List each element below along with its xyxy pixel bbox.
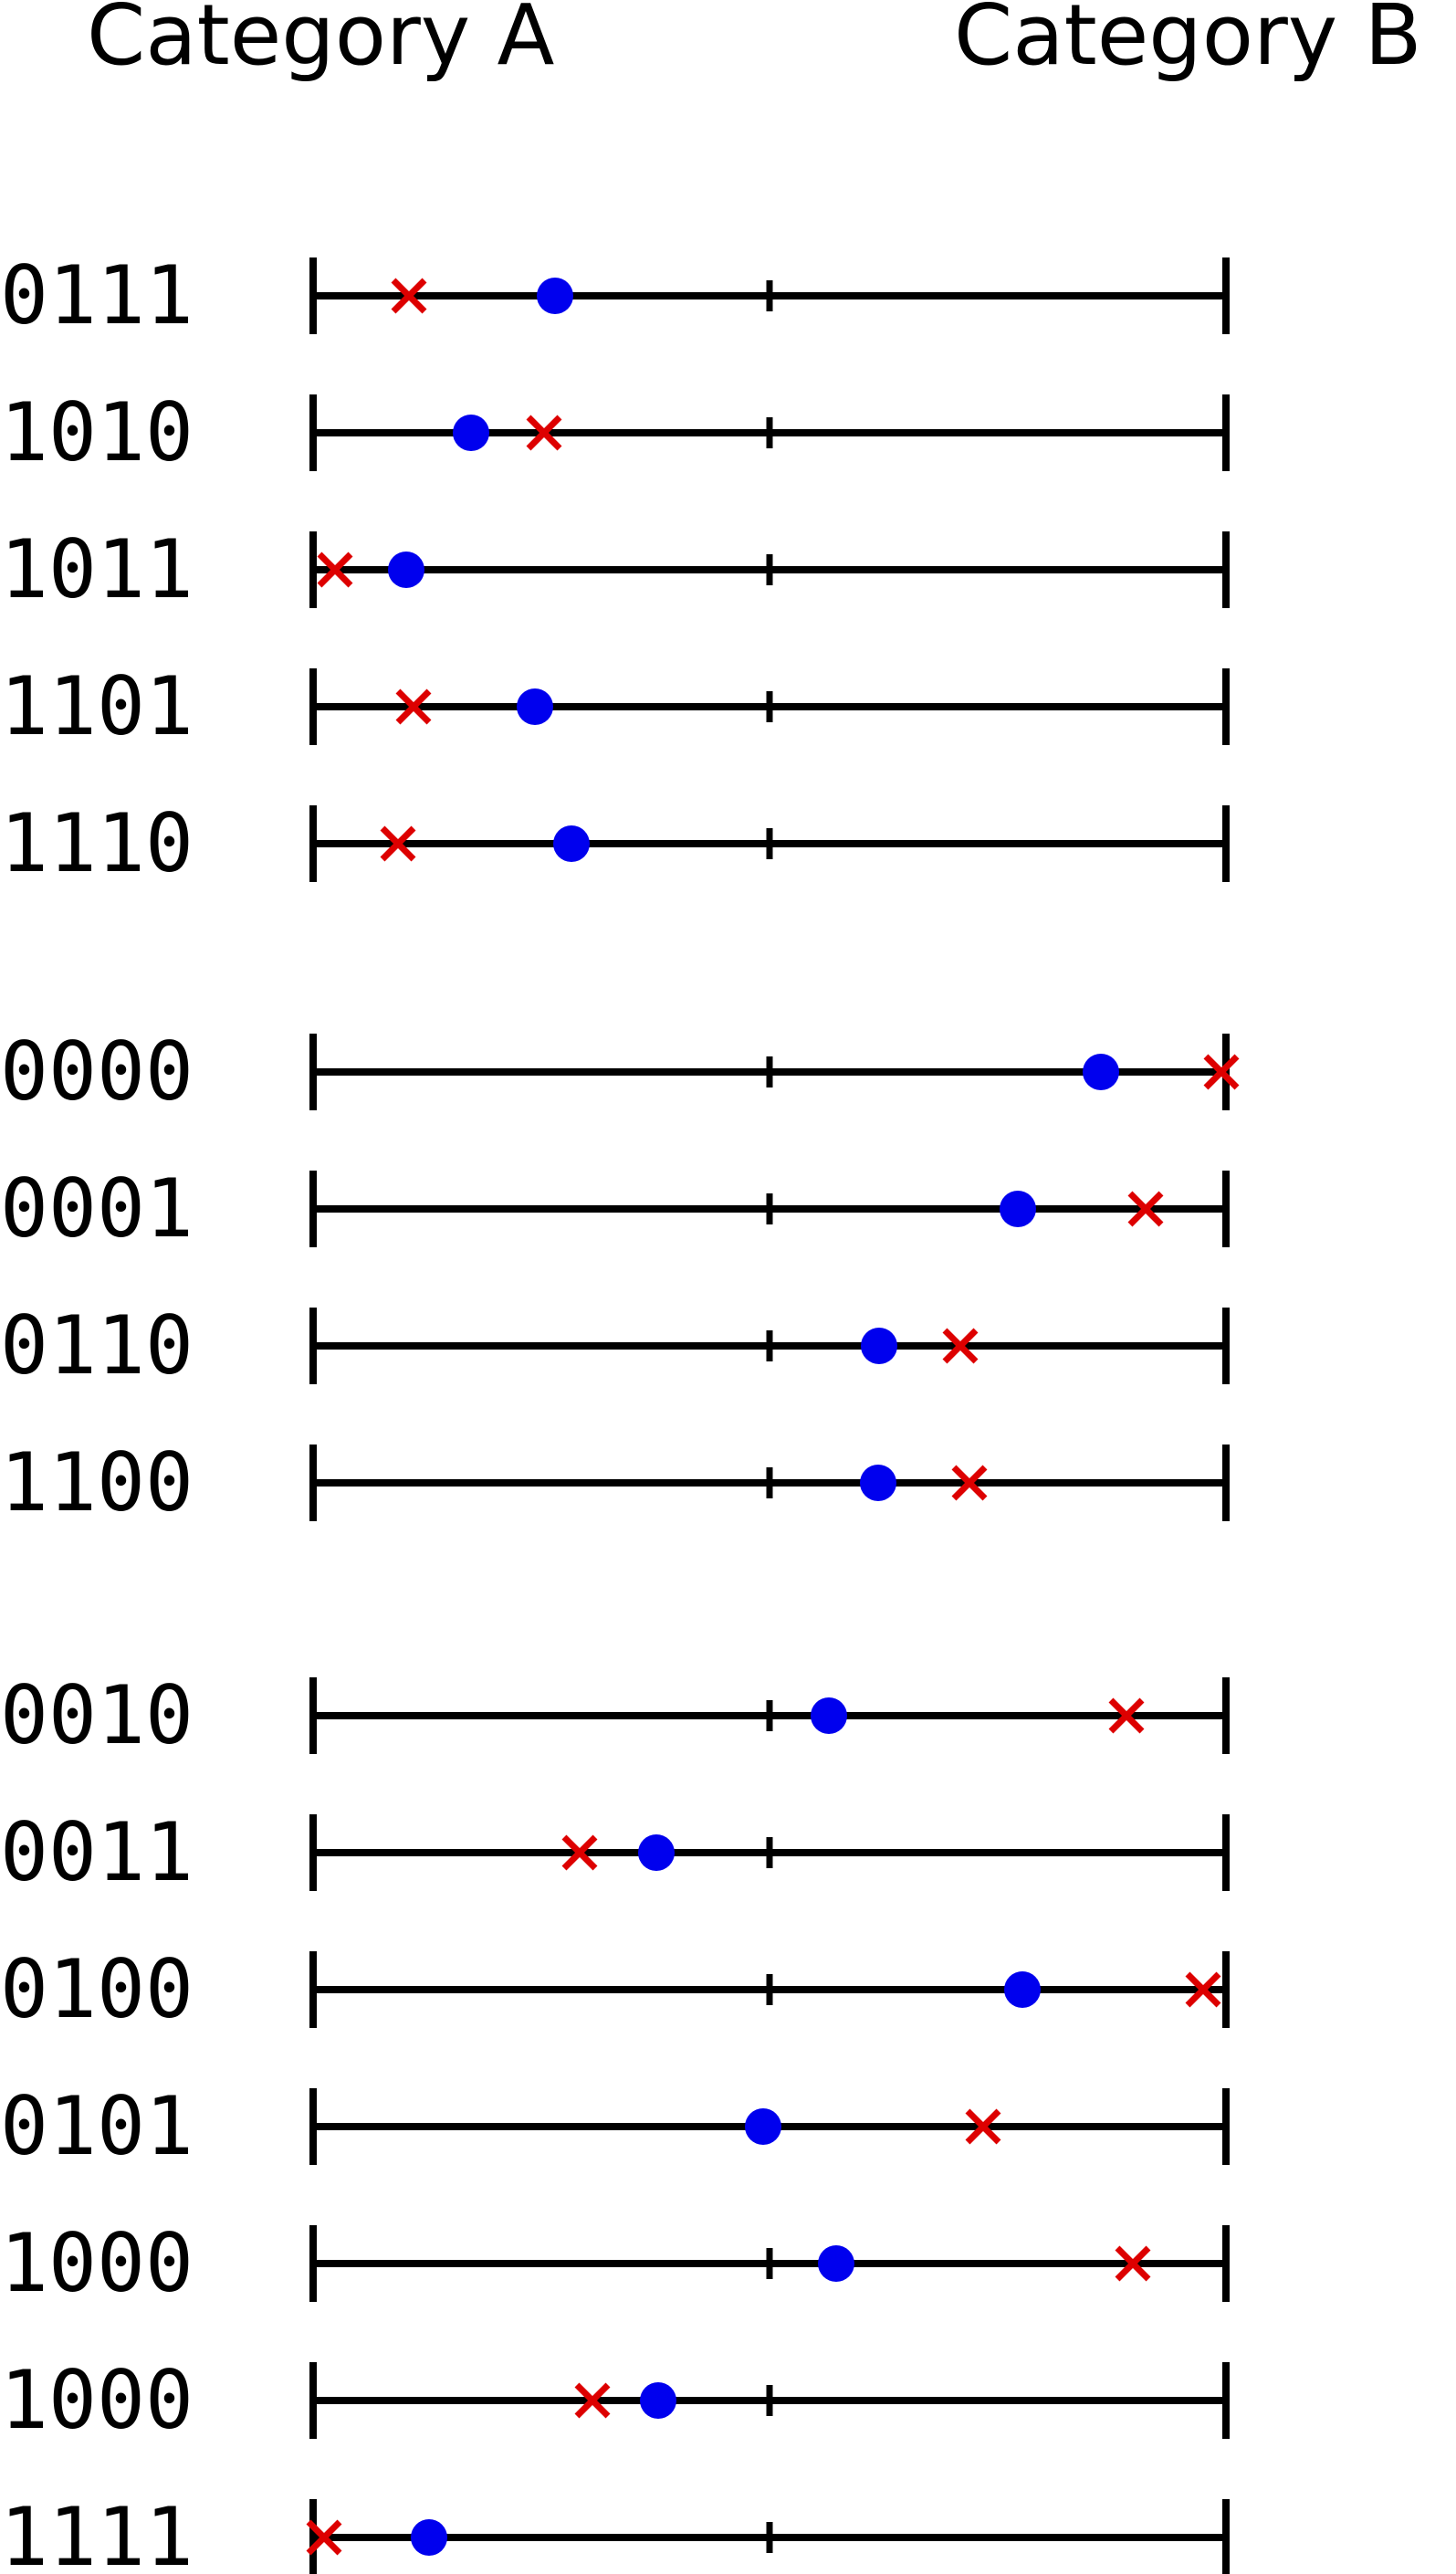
dot-marker (553, 825, 590, 862)
row-label: 0000 (0, 1024, 194, 1119)
row-label: 1101 (0, 659, 194, 753)
row-label: 0010 (0, 1668, 194, 1762)
cross-marker (1127, 1191, 1164, 1227)
cross-marker (951, 1465, 988, 1501)
cross-marker (306, 2519, 342, 2556)
row-label: 0110 (0, 1298, 194, 1392)
cross-marker (391, 278, 427, 314)
dot-marker (388, 552, 424, 588)
cross-marker (561, 1834, 598, 1871)
row-label: 1010 (0, 385, 194, 479)
row-label: 0111 (0, 248, 194, 342)
dot-marker (818, 2245, 854, 2282)
dot-marker (1083, 1054, 1119, 1090)
row-label: 0011 (0, 1805, 194, 1899)
cross-marker (1185, 1971, 1221, 2008)
dot-marker (640, 2382, 676, 2419)
dot-marker (811, 1697, 847, 1734)
cross-marker (380, 825, 416, 862)
dot-marker (861, 1328, 897, 1364)
dot-marker (1000, 1191, 1036, 1227)
left-category-label: Category A (87, 0, 554, 84)
right-category-label: Category B (954, 0, 1422, 84)
dot-marker (453, 415, 489, 451)
cross-marker (574, 2382, 611, 2419)
cross-marker (1203, 1054, 1240, 1090)
dot-marker (638, 1834, 675, 1871)
dot-marker (1004, 1971, 1041, 2008)
cross-marker (395, 688, 432, 725)
row-label: 1011 (0, 522, 194, 616)
dot-marker (517, 688, 553, 725)
rows-group: 0111 1010 1011 1101 1110 0000 0001 0110 1100 0010… (0, 248, 1240, 2574)
dot-marker (411, 2519, 447, 2556)
row-label: 1000 (0, 2353, 194, 2447)
cross-marker (317, 552, 353, 588)
cross-marker (526, 415, 562, 451)
cross-marker (1108, 1697, 1145, 1734)
row-label: 1000 (0, 2216, 194, 2310)
cross-marker (1115, 2245, 1151, 2282)
row-label: 0100 (0, 1942, 194, 2036)
dot-marker (537, 278, 573, 314)
row-label: 0101 (0, 2079, 194, 2173)
cross-marker (942, 1328, 979, 1364)
row-label: 1110 (0, 796, 194, 890)
row-label: 1111 (0, 2490, 194, 2574)
dot-marker (860, 1465, 896, 1501)
dot-marker (745, 2108, 781, 2145)
row-label: 1100 (0, 1435, 194, 1529)
cross-marker (965, 2108, 1001, 2145)
row-label: 0001 (0, 1161, 194, 1255)
